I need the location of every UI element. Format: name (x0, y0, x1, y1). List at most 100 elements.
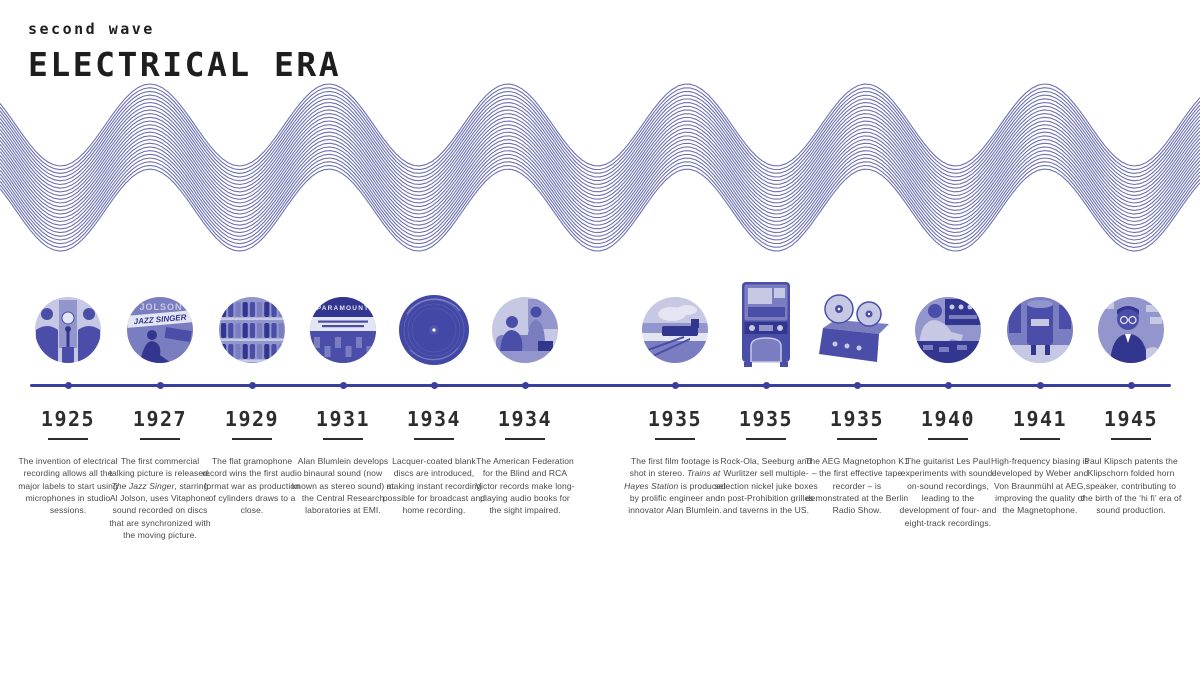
jukebox-image (739, 280, 793, 368)
timeline-dot (853, 381, 861, 389)
entry-year: 1925 (40, 407, 96, 431)
entry-description: The first film footage is shot in stereo… (624, 456, 726, 516)
timeline-dot (248, 381, 256, 389)
wave-line (0, 98, 1200, 182)
timeline-dot (1036, 381, 1044, 389)
timeline-dot (64, 381, 72, 389)
timeline-dot (1127, 381, 1135, 389)
entry-description: The AEG Magnetophon K1 – the first effec… (805, 456, 909, 516)
entry-year-underline (837, 438, 877, 440)
cylinder-shelf-photo-image (219, 297, 285, 363)
timeline-entry: 1941 High-frequency biasing is developed … (988, 407, 1092, 517)
wave-line (0, 153, 1200, 237)
wave-line (0, 105, 1200, 189)
wave-line (0, 150, 1200, 234)
entry-description: The invention of electrical recording al… (18, 456, 118, 516)
les-paul-recording-photo-image (915, 297, 981, 363)
paramount-theatre-photo-image: PARAMOUNT (310, 297, 376, 363)
entry-year: 1934 (406, 407, 462, 431)
entry-year-underline (1020, 438, 1060, 440)
jazz-singer-poster-image: JOLSON JAZZ SINGER (127, 297, 193, 363)
svg-text:PARAMOUNT: PARAMOUNT (317, 305, 370, 312)
entry-year-underline (505, 438, 545, 440)
train-at-station-photo-image (642, 297, 708, 363)
timeline-dot (430, 381, 438, 389)
entry-description: Alan Blumlein develops binaural sound (n… (291, 456, 395, 516)
timeline-dot (521, 381, 529, 389)
entry-year: 1931 (315, 407, 371, 431)
timeline-dot (156, 381, 164, 389)
entry-year: 1935 (829, 407, 885, 431)
timeline-entry: 1934 Lacquer-coated blank discs are intro… (382, 407, 486, 517)
header: second wave ELECTRICAL ERA (28, 20, 341, 84)
vinyl-record-image (398, 294, 470, 366)
entry-year-underline (1111, 438, 1151, 440)
wave-line (0, 83, 1200, 167)
sound-wave-ribbon (0, 83, 1200, 252)
entry-description: Lacquer-coated blank discs are introduce… (382, 456, 486, 516)
entry-year: 1941 (1012, 407, 1068, 431)
audio-book-listeners-photo-image (492, 297, 558, 363)
wave-line (0, 161, 1200, 245)
entry-year-underline (746, 438, 786, 440)
entry-description: The first commercial talking picture is … (109, 456, 211, 540)
entry-year-underline (323, 438, 363, 440)
wave-line (0, 113, 1200, 197)
wave-line (0, 120, 1200, 204)
wave-line (0, 90, 1200, 174)
timeline-dot (671, 381, 679, 389)
entry-year: 1927 (132, 407, 188, 431)
wave-line (0, 116, 1200, 200)
timeline-entry: 1940 The guitarist Les Paul experiments w… (896, 407, 1000, 529)
tape-recorder-image (817, 294, 897, 364)
wave-line (0, 124, 1200, 208)
timeline-entry: 1935 The AEG Magnetophon K1 – the first e… (805, 407, 909, 517)
entry-description: Rock-Ola, Seeburg and Wurlitzer sell mul… (714, 456, 818, 516)
entry-year-underline (928, 438, 968, 440)
entry-description: The American Federation for the Blind an… (475, 456, 575, 516)
svg-text:JOLSON: JOLSON (139, 302, 182, 312)
timeline-entry: 1929 The flat gramophone record wins the … (200, 407, 304, 517)
timeline-entry: 1927 The first commercial talking picture… (108, 407, 212, 541)
timeline-entry: 1945 Paul Klipsch patents the Klipschorn … (1079, 407, 1183, 517)
entry-year: 1940 (920, 407, 976, 431)
wave-line (0, 168, 1200, 252)
wave-line (0, 146, 1200, 230)
magnetophone-equipment-photo-image (1007, 297, 1073, 363)
entry-description: Paul Klipsch patents the Klipschorn fold… (1080, 456, 1182, 516)
timeline-dot (762, 381, 770, 389)
entry-year: 1945 (1103, 407, 1159, 431)
entry-description: The flat gramophone record wins the firs… (202, 456, 302, 516)
entry-description: The guitarist Les Paul experiments with … (899, 456, 997, 528)
timeline-entry: 1931 Alan Blumlein develops binaural soun… (291, 407, 395, 517)
wave-line (0, 157, 1200, 241)
timeline-track (30, 384, 1171, 387)
entry-year: 1929 (224, 407, 280, 431)
microphone-session-photo-image (35, 297, 101, 363)
timeline-dot (339, 381, 347, 389)
entry-year-underline (48, 438, 88, 440)
wave-line (0, 87, 1200, 171)
entry-year-underline (232, 438, 272, 440)
wave-line (0, 131, 1200, 215)
wave-line (0, 94, 1200, 178)
entry-description: High-frequency biasing is developed by W… (991, 456, 1089, 516)
timeline-dot (944, 381, 952, 389)
timeline-entry: 1935 The first film footage is shot in st… (623, 407, 727, 517)
entry-year: 1935 (738, 407, 794, 431)
wave-line (0, 101, 1200, 186)
entry-year-underline (414, 438, 454, 440)
paul-klipsch-portrait-photo-image (1098, 297, 1164, 363)
timeline-entry: 1935 Rock-Ola, Seeburg and Wurlitzer sell… (714, 407, 818, 517)
wave-line (0, 127, 1200, 211)
wave-line (0, 109, 1200, 193)
wave-line (0, 138, 1200, 223)
entry-year-underline (140, 438, 180, 440)
wave-line (0, 135, 1200, 219)
wave-line (0, 142, 1200, 226)
timeline-entry: 1925 The invention of electrical recordin… (16, 407, 120, 517)
timeline-entry: 1934 The American Federation for the Blin… (473, 407, 577, 517)
entry-year: 1935 (647, 407, 703, 431)
wave-line (0, 164, 1200, 248)
